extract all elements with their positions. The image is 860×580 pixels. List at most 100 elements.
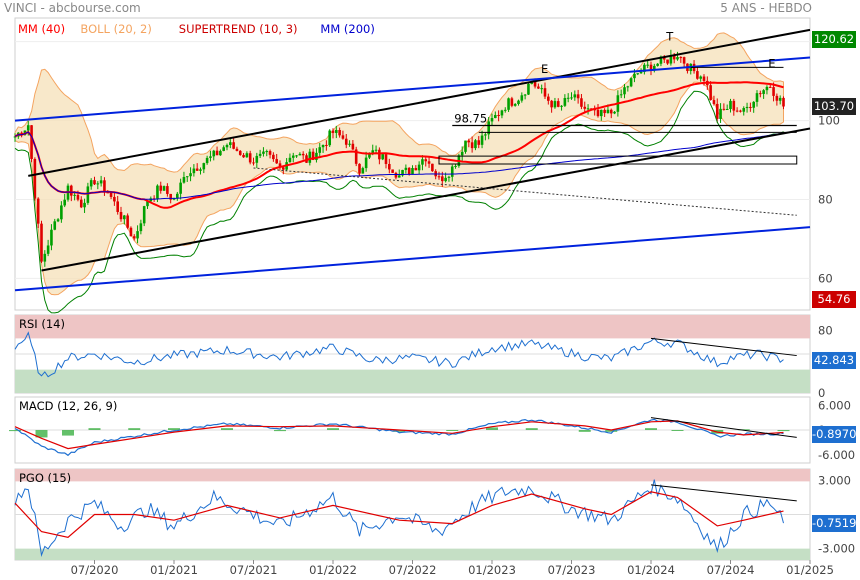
candle-body <box>490 118 494 122</box>
candle-body <box>460 151 464 156</box>
candle-body <box>391 169 394 173</box>
candle-body <box>36 198 40 224</box>
candle-body <box>182 176 186 183</box>
candle-body <box>533 81 537 87</box>
y-tick-label: 60 <box>818 271 833 285</box>
macd-histogram-bar <box>578 430 591 432</box>
macd-trendline <box>650 417 797 438</box>
candle-body <box>361 168 365 174</box>
candle-body <box>162 186 166 191</box>
candle-body <box>477 140 481 145</box>
candle-body <box>202 163 206 170</box>
candle-body <box>437 176 441 178</box>
candle-body <box>573 94 577 98</box>
candle-body <box>613 111 616 114</box>
candle-body <box>712 100 716 104</box>
x-tick-label: 01/2022 <box>309 563 357 577</box>
macd-histogram-bar <box>88 428 101 430</box>
candle-body <box>401 169 404 176</box>
candle-body <box>242 154 245 158</box>
candle-body <box>487 121 490 135</box>
candle-body <box>527 83 530 95</box>
candle-body <box>119 211 123 220</box>
candle-body <box>179 182 182 194</box>
candle-body <box>60 205 63 220</box>
candle-body <box>659 56 663 64</box>
macd-histogram-bar <box>62 430 74 436</box>
x-tick-label: 01/2023 <box>468 563 516 577</box>
candle-body <box>636 73 640 75</box>
candle-body <box>106 192 110 194</box>
candle-body <box>507 98 510 110</box>
candle-body <box>185 176 189 178</box>
candle-body <box>722 108 726 110</box>
candle-body <box>759 93 762 95</box>
candle-body <box>33 158 37 199</box>
candle-body <box>543 88 547 97</box>
candle-body <box>503 109 507 111</box>
candle-body <box>570 97 573 99</box>
candle-body <box>30 125 33 159</box>
candle-body <box>646 64 649 66</box>
macd-tick-label: -6.000 <box>818 448 855 462</box>
last-price-tag: 103.70 <box>812 97 856 115</box>
x-tick-label: 01/2025 <box>786 563 834 577</box>
candle-body <box>248 153 252 163</box>
chart-source-title: VINCI - abcbourse.com <box>4 1 141 15</box>
candle-body <box>53 221 57 230</box>
candle-body <box>103 180 106 193</box>
pgo-tick-label: -3.000 <box>818 542 855 556</box>
candle-body <box>123 215 126 220</box>
candle-body <box>172 198 176 200</box>
candle-body <box>606 109 610 114</box>
candle-body <box>354 149 358 164</box>
candle-body <box>729 100 732 110</box>
candle-body <box>682 57 686 64</box>
candle-body <box>696 71 699 79</box>
candle-body <box>215 150 219 156</box>
candle-body <box>146 201 149 207</box>
candle-body <box>129 227 133 237</box>
candle-body <box>388 163 391 170</box>
candle-body <box>666 59 669 64</box>
candle-body <box>450 166 454 177</box>
candle-body <box>404 167 408 170</box>
x-tick-label: 07/2021 <box>230 563 278 577</box>
candle-body <box>262 151 265 154</box>
candle-body <box>583 106 587 109</box>
candle-body <box>86 186 90 203</box>
candle-body <box>159 185 163 191</box>
candle-body <box>464 140 467 152</box>
candle-body <box>719 108 722 119</box>
candle-body <box>209 156 212 158</box>
candle-body <box>26 125 30 131</box>
candle-body <box>358 163 361 174</box>
upper-channel-line <box>28 28 811 177</box>
macd-histogram-bar <box>128 428 141 430</box>
candle-body <box>46 245 50 254</box>
candle-body <box>500 110 504 116</box>
candle-body <box>89 180 93 187</box>
candle-body <box>407 167 411 175</box>
candle-body <box>649 64 653 71</box>
candle-body <box>212 150 216 157</box>
macd-histogram-bar <box>9 430 21 432</box>
candle-body <box>672 55 676 60</box>
candle-body <box>384 154 388 164</box>
candle-body <box>497 115 500 117</box>
candle-body <box>76 194 80 200</box>
candle-body <box>205 157 209 164</box>
candle-body <box>586 108 590 110</box>
candle-body <box>749 106 752 108</box>
candle-body <box>13 136 17 138</box>
candle-body <box>782 97 785 107</box>
candle-body <box>272 154 275 160</box>
macd-histogram-bar <box>645 428 657 430</box>
macd-histogram-bar <box>35 430 48 438</box>
candle-body <box>494 115 497 119</box>
candle-body <box>520 95 524 101</box>
chart-period: 5 ANS - HEBDO <box>720 1 812 15</box>
candle-body <box>550 100 553 108</box>
candle-body <box>232 142 235 149</box>
